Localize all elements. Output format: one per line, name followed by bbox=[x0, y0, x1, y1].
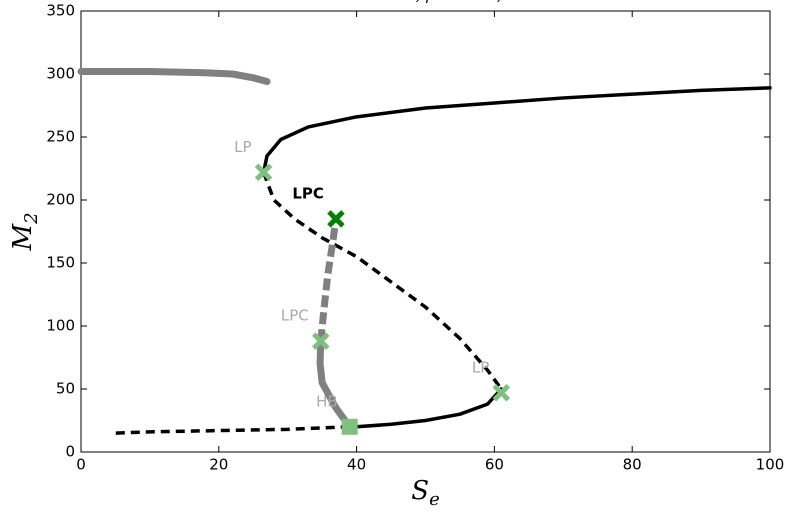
y-tick-label: 50 bbox=[56, 380, 75, 398]
y-tick-label: 200 bbox=[46, 191, 75, 209]
x-tick-label: 60 bbox=[485, 456, 504, 474]
x-tick-label: 40 bbox=[347, 456, 366, 474]
marker-label: LP bbox=[234, 138, 251, 156]
branch-line bbox=[261, 86, 772, 175]
branch-line bbox=[115, 425, 350, 435]
x-tick-label: 100 bbox=[756, 456, 785, 474]
x-tick-label: 20 bbox=[209, 456, 228, 474]
marker bbox=[312, 332, 330, 350]
y-axis-label: M2 bbox=[8, 212, 42, 251]
y-tick-label: 0 bbox=[65, 443, 75, 461]
y-tick-label: 300 bbox=[46, 65, 75, 83]
y-tick-label: 350 bbox=[46, 2, 75, 20]
marker-label: LP bbox=[472, 358, 489, 376]
branch-line bbox=[77, 67, 271, 86]
y-axis-label-sub: 2 bbox=[21, 212, 42, 224]
chart-title: hRat = 10, pR = 120, bbox=[338, 0, 501, 4]
branch-line bbox=[317, 218, 340, 342]
marker bbox=[327, 210, 345, 228]
y-tick-label: 250 bbox=[46, 128, 75, 146]
marker-label: HB bbox=[316, 392, 338, 410]
x-tick-label: 0 bbox=[76, 456, 86, 474]
y-tick-label: 100 bbox=[46, 317, 75, 335]
x-axis-label-sub: e bbox=[429, 489, 440, 510]
branch-line bbox=[316, 337, 354, 431]
y-tick-label: 150 bbox=[46, 254, 75, 272]
plot-frame bbox=[80, 10, 771, 453]
x-axis-label: Se bbox=[411, 476, 439, 510]
marker bbox=[341, 418, 358, 435]
marker bbox=[254, 163, 273, 182]
y-axis-label-main: M bbox=[8, 223, 38, 252]
x-tick-label: 80 bbox=[623, 456, 642, 474]
marker-label: LPC bbox=[281, 307, 309, 325]
marker bbox=[492, 384, 511, 402]
branch-line bbox=[347, 387, 504, 429]
marker-label: LPC bbox=[292, 184, 324, 202]
x-axis-label-main: S bbox=[411, 476, 429, 506]
branch-line bbox=[261, 171, 503, 391]
